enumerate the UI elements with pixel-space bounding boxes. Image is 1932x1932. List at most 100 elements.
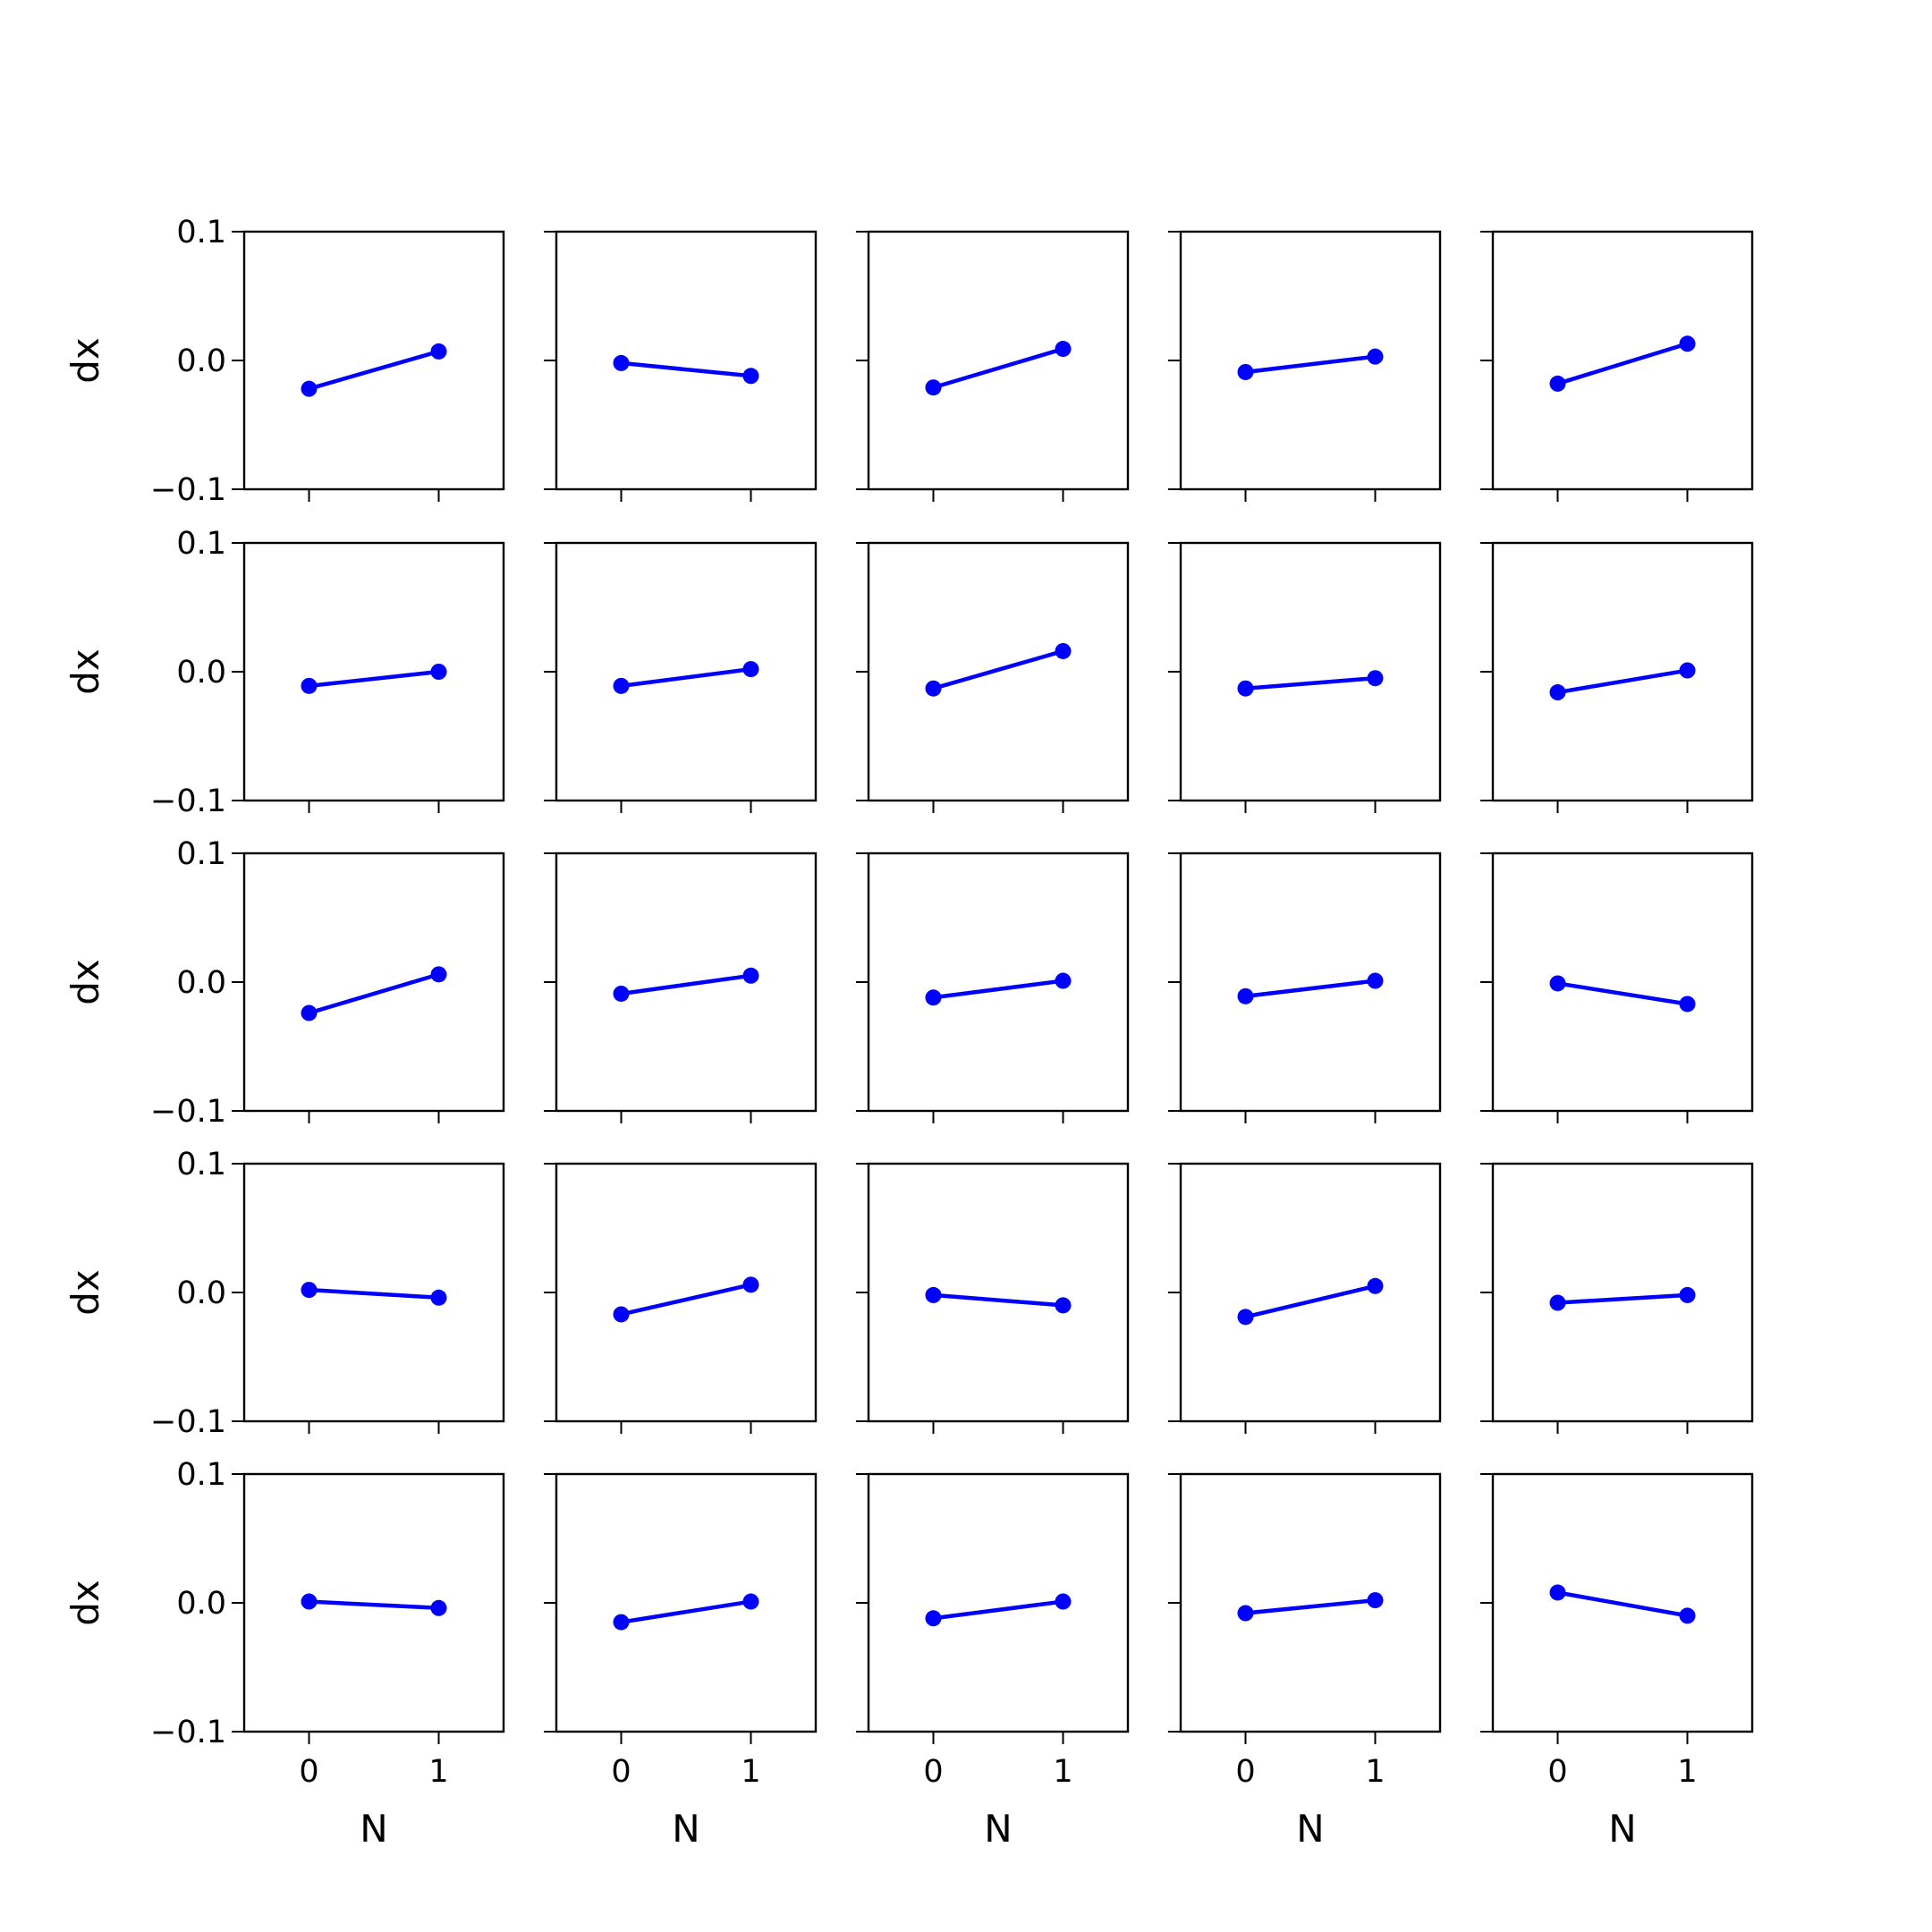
axes-frame [555,230,818,491]
axes-frame [242,230,505,491]
subplot-2-5 [1480,541,1754,813]
axes-frame [867,1472,1130,1733]
data-point [1055,642,1072,659]
subplot-4-1: 0.1 0.0 −0.1 dx [64,1147,505,1440]
axes-frame [555,1472,818,1733]
data-point [742,661,759,678]
data-point [925,379,942,396]
data-point [1679,1286,1696,1303]
data-point [613,677,630,694]
subplot-3-5 [1480,852,1754,1123]
data-point [925,680,942,697]
data-point [1367,1592,1384,1609]
axes-frame [555,541,818,802]
data-point [1679,335,1696,352]
data-point [1549,1294,1566,1311]
subplot-3-4 [1168,852,1442,1123]
data-point [430,343,447,360]
subplot-4-5 [1480,1162,1754,1434]
data-point [613,985,630,1002]
data-point [1055,1297,1072,1314]
series-line [308,972,440,1015]
x-tick-label: 0 [923,1754,943,1790]
axes-frame [1179,230,1442,491]
series-line [1245,979,1376,999]
subplot-1-1: 0.1 0.0 −0.1 dx [64,215,505,508]
series-line [1556,342,1689,386]
axes-frame [1179,1472,1442,1733]
y-axis-label: dx [64,1269,107,1316]
series-line [933,1292,1063,1308]
x-tick-label: 0 [611,1754,631,1790]
data-point [1679,662,1696,679]
data-point [1237,680,1254,697]
series-line [620,1283,752,1317]
data-point [1679,996,1696,1013]
y-tick-label: 0.1 [176,836,226,872]
x-tick-label: 0 [299,1754,318,1790]
x-tick-label: 1 [1053,1754,1072,1790]
x-tick-label: 0 [1547,1754,1567,1790]
subplot-5-1: 0.1 0.0 −0.1 0 1 dx N [64,1457,505,1851]
y-axis-label: dx [64,648,107,695]
series-line [1557,668,1688,695]
data-point [613,1614,630,1631]
y-tick-label: −0.1 [150,1404,226,1440]
data-point [1237,1605,1254,1622]
y-tick-label: 0.0 [176,343,226,379]
x-tick-label: 0 [1235,1754,1255,1790]
axes-frame [1491,1162,1754,1423]
axes-frame [1491,541,1754,802]
y-axis-label: dx [64,1580,107,1626]
series-line [1244,1284,1377,1319]
series-line [932,648,1064,691]
series-line [1245,1597,1376,1615]
series-line [621,973,751,996]
series-line [932,346,1064,390]
data-point [430,966,447,983]
x-axis-label: N [672,1807,699,1851]
y-tick-label: −0.1 [150,784,226,819]
subplot-1-4 [1168,230,1442,502]
series-line [308,349,440,391]
data-point [430,1599,447,1616]
axes-frame [1179,541,1442,802]
data-point [742,967,759,984]
data-point [1367,348,1384,365]
series-line [1245,675,1376,691]
y-tick-label: −0.1 [150,1094,226,1130]
data-point [1367,670,1384,687]
subplot-1-5 [1480,230,1754,502]
data-point [613,1306,630,1323]
data-point [1367,972,1384,989]
subplot-4-4 [1168,1162,1442,1434]
y-tick-label: 0.0 [176,1586,226,1622]
series-line [621,360,751,378]
y-tick-label: 0.0 [176,965,226,1001]
data-point [1055,341,1072,358]
data-point [742,1276,759,1293]
subplot-2-3 [856,541,1130,813]
data-point [301,1282,318,1299]
data-point [1549,1584,1566,1601]
subplot-2-2 [544,541,818,813]
y-axis-label: dx [64,959,107,1005]
subplot-5-5: 0 1 N [1480,1472,1754,1851]
axes-frame [1491,230,1754,491]
subplot-4-3 [856,1162,1130,1434]
series-line [309,669,439,689]
x-axis-label: N [1608,1807,1636,1851]
subplot-2-1: 0.1 0.0 −0.1 dx [64,526,505,819]
y-tick-label: −0.1 [150,472,226,508]
subplot-1-3 [856,230,1130,502]
axes-frame [867,1162,1130,1423]
axes-frame [555,852,818,1113]
series-line [309,1287,439,1301]
data-point [1237,363,1254,380]
subplot-1-2 [544,230,818,502]
x-tick-label: 1 [1365,1754,1385,1790]
data-point [301,1593,318,1610]
subplot-5-2: 0 1 N [544,1472,818,1851]
axes-frame [1179,1162,1442,1423]
